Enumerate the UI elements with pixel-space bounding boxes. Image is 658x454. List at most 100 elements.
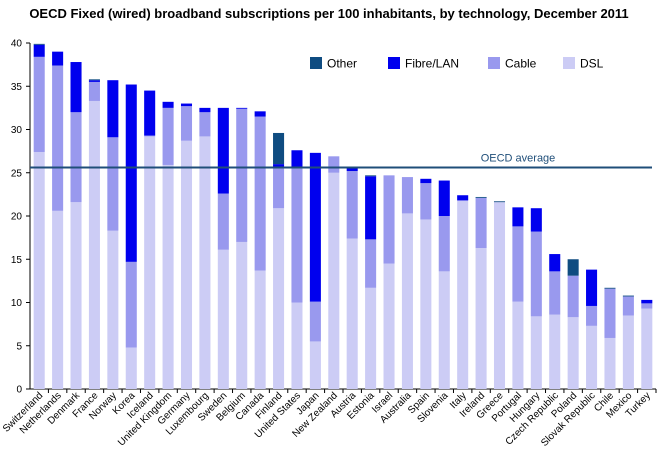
bar-segment [438, 216, 450, 272]
bar-segment [107, 230, 119, 389]
bar-segment [475, 196, 487, 198]
legend-label: Fibre/LAN [405, 57, 459, 71]
bar-segment [328, 172, 340, 389]
bar-segment [70, 62, 82, 113]
bar-segment [125, 347, 137, 389]
y-tick-label: 20 [11, 212, 23, 223]
y-tick-label: 0 [16, 385, 22, 396]
bar-segment [180, 140, 193, 389]
bar-segment [217, 107, 229, 194]
bar-segment [604, 287, 616, 289]
bar-segment [70, 112, 82, 203]
y-tick-label: 10 [11, 298, 23, 309]
bar-segment [88, 81, 100, 101]
bar-segment [291, 150, 303, 167]
bar-segment [328, 156, 340, 173]
bar-segment [88, 79, 100, 81]
y-tick-label: 30 [11, 125, 23, 136]
bar-segment [475, 248, 487, 389]
y-tick-label: 35 [11, 82, 23, 93]
bar-segment [88, 100, 100, 389]
bar-segment [273, 168, 285, 209]
bar-segment [383, 263, 395, 389]
legend-swatch [310, 57, 322, 69]
legend-swatch [388, 57, 400, 69]
bar-segment [365, 287, 377, 389]
bar-segment [125, 261, 137, 348]
bar-segment [530, 231, 542, 317]
bar-segment [236, 108, 248, 242]
bar-segment [438, 180, 450, 216]
bar-segment [512, 301, 524, 389]
bar-segment [144, 136, 156, 389]
bar-segment [291, 302, 303, 389]
bar-segment [70, 202, 82, 389]
bar-segment [586, 305, 598, 326]
oecd-average-label: OECD average [481, 153, 556, 165]
bar-segment [33, 43, 45, 45]
bar-segment [493, 201, 506, 203]
bar-segment [162, 107, 174, 165]
bar-segment [438, 271, 450, 389]
bar-segment [236, 241, 248, 389]
bar-segment [530, 316, 542, 389]
bar-segment [199, 107, 211, 113]
bar-segment [346, 168, 358, 172]
bar-segment [549, 271, 561, 315]
bar-segment [144, 135, 156, 137]
bar-segment [273, 208, 285, 389]
bar-segment [475, 197, 487, 249]
y-tick-label: 40 [11, 39, 23, 50]
bar-segment [549, 254, 561, 272]
bar-segment [622, 296, 634, 316]
bar-segment [457, 195, 469, 201]
legend-swatch [563, 57, 575, 69]
bar-segment [162, 101, 174, 108]
bar-segment [125, 84, 137, 262]
bar-segment [567, 317, 579, 389]
bar-segment [420, 183, 432, 220]
bar-segment [401, 177, 413, 214]
bar-segment [604, 288, 616, 338]
bar-segment [309, 152, 321, 302]
bar-segment [236, 107, 248, 109]
legend-swatch [488, 57, 500, 69]
legend-label: DSL [580, 57, 604, 71]
bar-segment [549, 314, 561, 389]
bar-segment [586, 325, 598, 389]
bar-segment [180, 103, 193, 107]
bar-segment [107, 137, 119, 231]
bar-segment [273, 164, 285, 169]
y-tick-label: 15 [11, 255, 23, 266]
bar-segment [254, 111, 266, 117]
bar-segment [567, 259, 579, 276]
bar-segment [309, 341, 321, 389]
chart-title: OECD Fixed (wired) broadband subscriptio… [29, 6, 629, 21]
bar-segment [641, 308, 653, 389]
bar-segment [217, 193, 229, 250]
y-tick-label: 5 [16, 341, 22, 352]
bar-segment [107, 80, 119, 138]
bar-segment [52, 51, 64, 66]
bar-segment [254, 270, 266, 389]
bar-segment [162, 164, 174, 389]
bar-segment [365, 239, 377, 288]
bar-segment [383, 175, 395, 264]
bar-segment [199, 136, 211, 389]
bar-segment [346, 171, 358, 239]
bar-segment [420, 178, 432, 184]
bar-segment [254, 116, 266, 271]
bar-segment [401, 213, 413, 389]
bar-segment [217, 249, 229, 389]
bar-segment [622, 315, 634, 389]
bar-segment [291, 166, 303, 303]
bar-segment [457, 200, 469, 389]
bar-segment [530, 208, 542, 232]
bar-segment [52, 210, 64, 389]
bar-segment [33, 151, 45, 389]
bar-segment [512, 207, 524, 227]
bar-segment [641, 303, 653, 309]
bar-segment [604, 337, 616, 389]
bar-segment [273, 132, 285, 165]
